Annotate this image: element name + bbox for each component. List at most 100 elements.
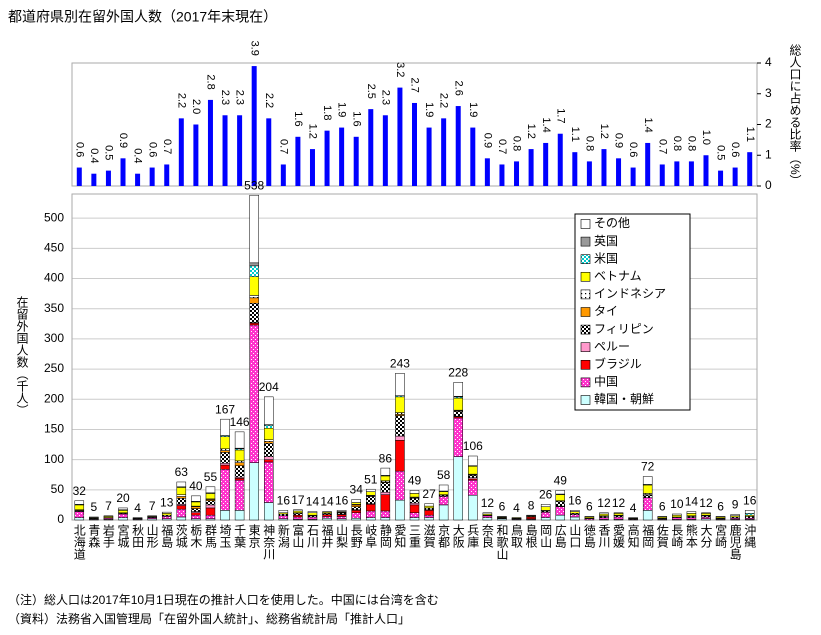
bar-segment	[482, 515, 493, 518]
legend-label: インドネシア	[594, 287, 666, 301]
bar-segment	[409, 512, 420, 518]
bar-segment	[395, 435, 405, 441]
value-label: 2.7	[409, 77, 421, 92]
total-label: 12	[597, 496, 611, 510]
bar	[91, 173, 97, 186]
x-tick-label: 愛媛	[612, 524, 626, 549]
bar-segment	[161, 513, 172, 516]
bar-segment	[278, 515, 289, 520]
bar-segment	[293, 510, 303, 514]
bar	[207, 99, 213, 186]
y-tick-label: 200	[44, 391, 64, 405]
value-label: 2.2	[438, 93, 450, 108]
x-tick-label: 東京	[247, 524, 261, 549]
bar	[237, 115, 243, 186]
bar-segment	[540, 506, 551, 511]
x-tick-label: 千葉	[233, 524, 247, 548]
bar-segment	[424, 510, 434, 516]
bar	[251, 66, 257, 186]
bar	[659, 164, 665, 186]
bar-segment	[176, 516, 187, 521]
bar	[193, 124, 199, 186]
bar-segment	[366, 510, 376, 518]
bar-segment	[380, 467, 391, 476]
bar	[557, 133, 563, 186]
bar-segment	[176, 494, 187, 497]
bar-segment	[234, 431, 245, 449]
bar-segment	[744, 516, 755, 519]
legend-label: 韓国・朝鮮	[594, 392, 654, 406]
bar	[353, 136, 359, 186]
bar-segment	[234, 478, 245, 481]
bar-segment	[89, 516, 99, 518]
y-tick-label: 500	[44, 210, 64, 224]
bar-segment	[249, 462, 259, 521]
bar-segment	[380, 475, 391, 482]
value-label: 0.6	[729, 142, 741, 157]
bar	[149, 167, 155, 186]
legend-swatch	[580, 219, 591, 229]
bar-segment	[351, 504, 361, 507]
bar-segment	[351, 512, 361, 519]
bar	[309, 149, 315, 186]
bar	[514, 161, 520, 186]
x-tick-label: 福井	[320, 523, 334, 549]
bar	[441, 118, 447, 186]
x-tick-label: 岩手	[101, 523, 115, 548]
bar-segment	[380, 517, 391, 521]
total-label: 55	[204, 470, 218, 484]
x-tick-label: 長崎	[670, 524, 684, 548]
bar	[339, 127, 345, 186]
bar-segment	[234, 460, 245, 463]
bar-segment	[74, 517, 85, 521]
value-label: 1.6	[350, 111, 362, 126]
legend-swatch	[580, 289, 591, 300]
bar-segment	[264, 459, 274, 463]
bar	[120, 158, 126, 186]
value-label: 1.0	[700, 130, 712, 145]
bar	[135, 173, 141, 186]
bar-segment	[366, 488, 376, 492]
total-label: 10	[670, 497, 684, 511]
value-label: 0.7	[161, 139, 173, 154]
total-label: 14	[685, 495, 699, 509]
bar-segment	[555, 501, 565, 507]
value-label: 1.4	[642, 117, 654, 132]
value-label: 2.2	[263, 93, 275, 108]
bar-segment	[176, 487, 187, 495]
bar	[586, 161, 592, 186]
bar-segment	[744, 510, 755, 514]
bar-segment	[395, 396, 405, 413]
bar-segment	[744, 513, 755, 516]
legend-label: 中国	[594, 374, 618, 389]
legend-label: ブラジル	[594, 356, 642, 371]
total-label: 5	[91, 500, 98, 514]
bar	[266, 118, 272, 186]
value-label: 0.6	[146, 142, 158, 157]
value-label: 3.9	[248, 41, 260, 56]
bar	[178, 118, 184, 186]
value-label: 2.3	[219, 90, 231, 105]
bar-segment	[322, 511, 332, 513]
bar-segment	[540, 511, 551, 518]
bar-segment	[730, 514, 740, 517]
bar-segment	[132, 517, 143, 519]
bar-segment	[453, 382, 463, 397]
bar	[747, 152, 753, 186]
x-tick-label: 高知	[626, 523, 640, 549]
bar-segment	[395, 412, 405, 415]
bar	[397, 87, 403, 186]
value-label: 0.6	[627, 142, 639, 157]
bar-segment	[409, 502, 420, 506]
value-label: 1.7	[554, 108, 566, 123]
bar-segment	[686, 517, 697, 520]
value-label: 3.2	[394, 62, 406, 77]
value-label: 0.9	[613, 133, 625, 148]
total-label: 58	[437, 468, 451, 482]
y-tick-label: 3	[765, 86, 772, 100]
bar-segment	[191, 506, 201, 509]
x-tick-label: 愛知	[393, 524, 407, 549]
bar-segment	[264, 424, 274, 429]
x-tick-label: 山口	[568, 524, 582, 548]
bar-segment	[613, 513, 624, 516]
